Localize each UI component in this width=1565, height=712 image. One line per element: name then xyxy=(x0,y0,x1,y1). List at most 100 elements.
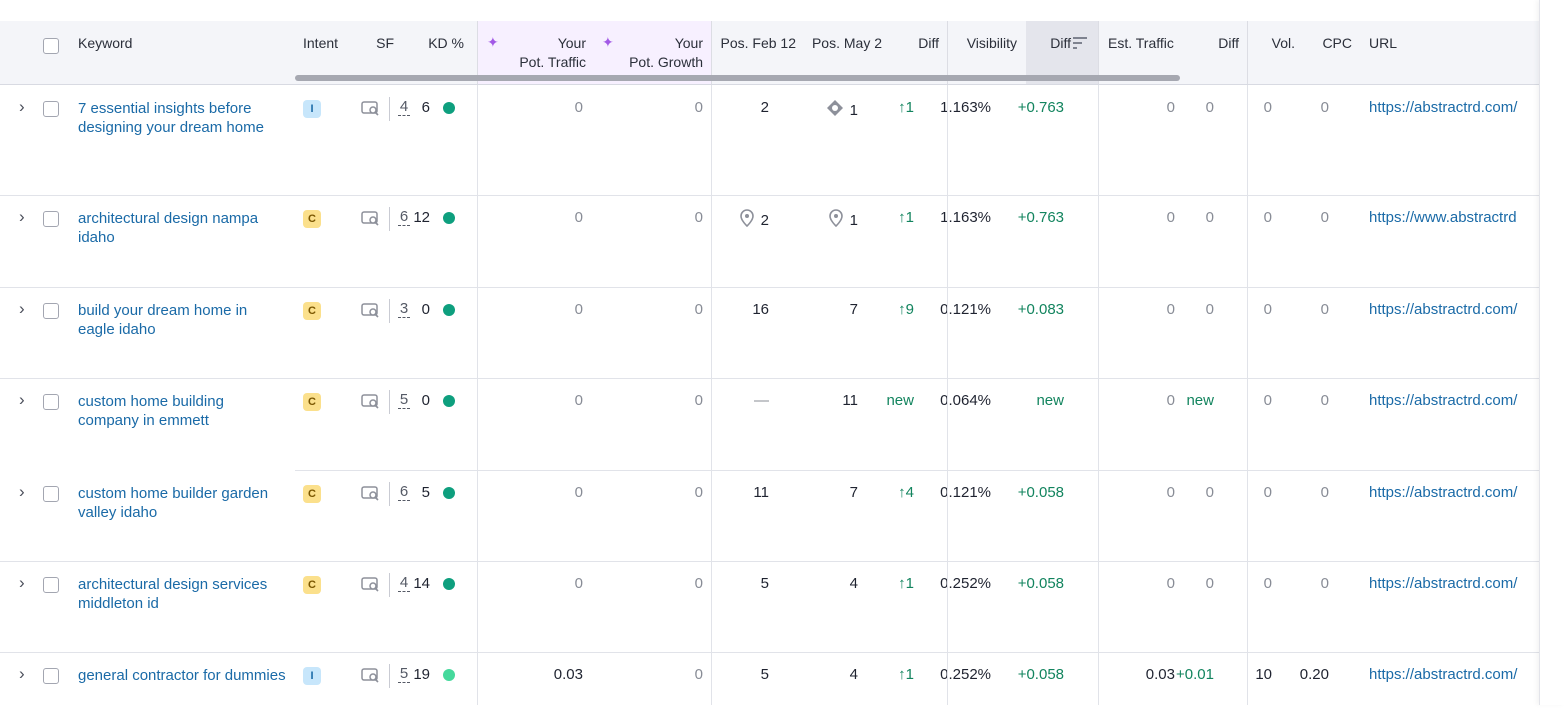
row-divider xyxy=(0,287,1540,288)
serp-features-count[interactable]: 6 xyxy=(398,483,410,501)
keyword-link[interactable]: 7 essential insights before designing yo… xyxy=(78,100,264,136)
header-kd[interactable]: KD % xyxy=(428,35,464,51)
header-diff[interactable]: Diff xyxy=(918,35,939,51)
header-intent[interactable]: Intent xyxy=(303,35,339,51)
table-row[interactable]: › 7 essential insights before designing … xyxy=(0,85,1540,195)
keyword-link[interactable]: custom home building company in emmett xyxy=(78,393,224,429)
serp-features-count[interactable]: 4 xyxy=(398,98,410,116)
intent-badge[interactable]: C xyxy=(303,576,321,594)
header-keyword[interactable]: Keyword xyxy=(78,35,133,51)
serp-features-count[interactable]: 5 xyxy=(398,665,410,683)
url-link[interactable]: https://abstractrd.com/ xyxy=(1369,484,1518,501)
pos-feb-value: 11 xyxy=(753,484,769,501)
table-row[interactable]: › build your dream home in eagle idaho C… xyxy=(0,287,1540,378)
keyword-link[interactable]: custom home builder garden valley idaho xyxy=(78,485,269,521)
expand-row-chevron-icon[interactable]: › xyxy=(19,482,25,501)
horizontal-scrollbar[interactable] xyxy=(295,75,1180,81)
row-checkbox[interactable] xyxy=(43,394,59,410)
serp-features-icon[interactable] xyxy=(361,667,380,683)
column-divider xyxy=(477,85,478,705)
table-row[interactable]: › custom home building company in emmett… xyxy=(0,378,1540,470)
url-link[interactable]: https://abstractrd.com/ xyxy=(1369,575,1518,592)
top-strip xyxy=(0,0,1540,21)
url-link[interactable]: https://abstractrd.com/ xyxy=(1369,666,1518,683)
header-pot-traffic[interactable]: ✦ Your Pot. Traffic xyxy=(478,21,594,84)
header-est-traffic[interactable]: Est. Traffic xyxy=(1108,35,1174,51)
intent-badge[interactable]: C xyxy=(303,393,321,411)
kd-value: 6 xyxy=(421,99,430,116)
header-cpc[interactable]: CPC xyxy=(1322,35,1352,51)
header-volume[interactable]: Vol. xyxy=(1271,35,1295,51)
row-checkbox[interactable] xyxy=(43,486,59,502)
cpc-value: 0 xyxy=(1320,484,1329,501)
header-url[interactable]: URL xyxy=(1369,35,1398,51)
pot-traffic-value: 0 xyxy=(574,209,583,226)
table-row[interactable]: › architectural design services middleto… xyxy=(0,561,1540,652)
serp-features-icon[interactable] xyxy=(361,576,380,592)
serp-features-icon[interactable] xyxy=(361,210,380,226)
intent-badge[interactable]: C xyxy=(303,302,321,320)
volume-value: 0 xyxy=(1263,301,1272,318)
row-checkbox[interactable] xyxy=(43,101,59,117)
est-traffic-value: 0 xyxy=(1166,392,1175,409)
url-link[interactable]: https://www.abstractrd xyxy=(1369,209,1517,226)
keyword-link[interactable]: build your dream home in eagle idaho xyxy=(78,302,248,338)
serp-features-icon[interactable] xyxy=(361,100,380,116)
serp-features-count[interactable]: 6 xyxy=(398,208,410,226)
pot-growth-value: 0 xyxy=(694,484,703,501)
serp-features-count[interactable]: 4 xyxy=(398,574,410,592)
table-row[interactable]: › architectural design nampa idaho C 6 1… xyxy=(0,195,1540,287)
keyword-link[interactable]: architectural design services middleton … xyxy=(78,576,268,612)
serp-features-icon[interactable] xyxy=(361,302,380,318)
intent-badge[interactable]: C xyxy=(303,210,321,228)
serp-features-icon[interactable] xyxy=(361,485,380,501)
keyword-link[interactable]: general contractor for dummies xyxy=(78,667,286,684)
header-pos-feb[interactable]: Pos. Feb 12 xyxy=(720,35,797,51)
position-diff: ↑4 xyxy=(898,484,914,501)
volume-value: 0 xyxy=(1263,209,1272,226)
intent-badge[interactable]: C xyxy=(303,485,321,503)
header-visibility[interactable]: Visibility xyxy=(966,35,1017,51)
header-pot-growth[interactable]: ✦ Your Pot. Growth xyxy=(594,21,711,84)
url-link[interactable]: https://abstractrd.com/ xyxy=(1369,392,1518,409)
cpc-value: 0 xyxy=(1320,209,1329,226)
url-link[interactable]: https://abstractrd.com/ xyxy=(1369,301,1518,318)
est-traffic-value: 0 xyxy=(1166,99,1175,116)
pos-may-value: 4 xyxy=(849,575,858,592)
select-all-checkbox[interactable] xyxy=(43,38,59,54)
intent-badge[interactable]: I xyxy=(303,667,321,685)
url-link[interactable]: https://abstractrd.com/ xyxy=(1369,99,1518,116)
traffic-diff: 0 xyxy=(1205,301,1214,318)
table-row[interactable]: › custom home builder garden valley idah… xyxy=(0,470,1540,561)
expand-row-chevron-icon[interactable]: › xyxy=(19,573,25,592)
est-traffic-value: 0 xyxy=(1166,484,1175,501)
table-header: Keyword Intent SF KD % ✦ Your Pot. Traffi… xyxy=(0,21,1540,85)
kd-difficulty-dot xyxy=(443,578,455,590)
header-sf[interactable]: SF xyxy=(376,35,394,51)
header-visibility-diff[interactable]: Diff xyxy=(1026,21,1099,84)
row-checkbox[interactable] xyxy=(43,668,59,684)
position-diff: ↑1 xyxy=(898,99,914,116)
expand-row-chevron-icon[interactable]: › xyxy=(19,390,25,409)
intent-badge[interactable]: I xyxy=(303,100,321,118)
visibility-value: 0.064% xyxy=(940,392,991,409)
row-checkbox[interactable] xyxy=(43,303,59,319)
kd-difficulty-dot xyxy=(443,304,455,316)
expand-row-chevron-icon[interactable]: › xyxy=(19,207,25,226)
visibility-value: 1.163% xyxy=(940,209,991,226)
header-traffic-diff[interactable]: Diff xyxy=(1218,35,1239,51)
pos-may-value: 1 xyxy=(826,99,858,119)
keyword-link[interactable]: architectural design nampa idaho xyxy=(78,210,259,246)
expand-row-chevron-icon[interactable]: › xyxy=(19,97,25,116)
row-checkbox[interactable] xyxy=(43,577,59,593)
expand-row-chevron-icon[interactable]: › xyxy=(19,664,25,683)
pot-growth-value: 0 xyxy=(694,301,703,318)
expand-row-chevron-icon[interactable]: › xyxy=(19,299,25,318)
serp-features-icon[interactable] xyxy=(361,393,380,409)
row-checkbox[interactable] xyxy=(43,211,59,227)
table-row[interactable]: › general contractor for dummies I 5 19 … xyxy=(0,652,1540,712)
header-pos-may[interactable]: Pos. May 2 xyxy=(811,35,882,51)
serp-features-count[interactable]: 5 xyxy=(398,391,410,409)
serp-features-count[interactable]: 3 xyxy=(398,300,410,318)
pot-traffic-value: 0 xyxy=(574,301,583,318)
